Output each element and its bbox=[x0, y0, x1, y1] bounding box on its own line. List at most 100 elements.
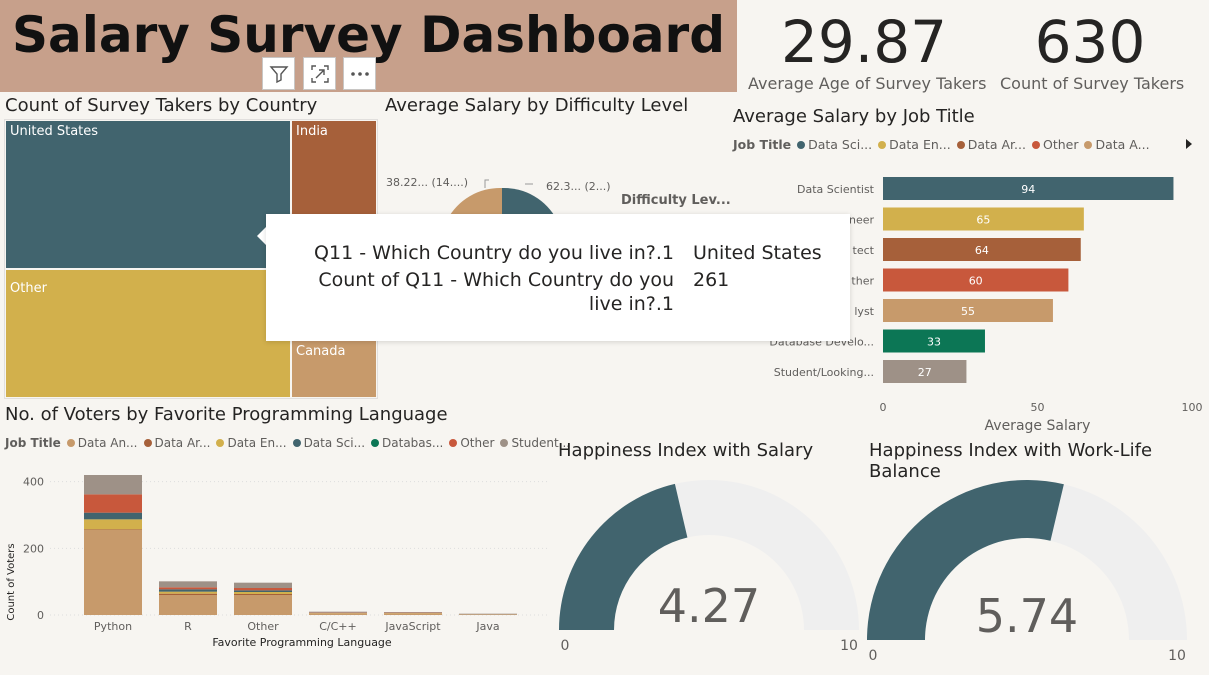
pie-label-right: 62.3... (2...) bbox=[546, 180, 611, 193]
legend-label: Other bbox=[1042, 137, 1079, 152]
tooltip-value-count: 261 bbox=[693, 269, 730, 291]
legend-dot bbox=[292, 439, 301, 447]
lang-x-tick: R bbox=[184, 620, 192, 633]
legend-label: Data En... bbox=[227, 436, 287, 450]
treemap-tile-united-states[interactable]: United States bbox=[5, 120, 291, 269]
lang-bar-segment[interactable] bbox=[309, 611, 367, 613]
legend-item[interactable]: Data Ar... bbox=[143, 436, 211, 450]
legend-dot bbox=[449, 439, 458, 447]
lang-bar-segment[interactable] bbox=[384, 612, 442, 613]
lang-bar-segment[interactable] bbox=[234, 595, 292, 615]
lang-bar-segment[interactable] bbox=[84, 512, 142, 520]
lang-bar-segment[interactable] bbox=[459, 614, 517, 615]
legend-label: Data Sci... bbox=[808, 137, 873, 152]
legend-item[interactable]: Data Sci... bbox=[797, 137, 872, 152]
legend-dot bbox=[797, 140, 806, 149]
lang-bar-segment[interactable] bbox=[234, 592, 292, 594]
legend-dot bbox=[500, 439, 509, 447]
lang-bar-segment[interactable] bbox=[84, 475, 142, 495]
lang-bar-segment[interactable] bbox=[159, 589, 217, 592]
legend-item[interactable]: Data En... bbox=[216, 436, 287, 450]
gauge-fill[interactable] bbox=[867, 480, 1064, 640]
gauge-fill[interactable] bbox=[559, 483, 688, 630]
page-title: Salary Survey Dashboard bbox=[12, 6, 725, 64]
lang-bar-segment[interactable] bbox=[384, 613, 442, 615]
lang-bar-segment[interactable] bbox=[159, 595, 217, 615]
legend-label: Data A... bbox=[1095, 137, 1150, 152]
job-bar-category: Student/Looking... bbox=[774, 366, 874, 379]
job-bar[interactable] bbox=[883, 238, 1081, 261]
job-bar-category: ther bbox=[851, 275, 874, 288]
lang-bar-segment[interactable] bbox=[234, 594, 292, 595]
lang-bar-segment[interactable] bbox=[159, 587, 217, 590]
pie-label-left: 38.22... (14....) bbox=[386, 176, 468, 189]
filter-button[interactable] bbox=[262, 57, 295, 90]
tooltip-label-country: Q11 - Which Country do you live in?.1 bbox=[314, 242, 674, 264]
legend-dot bbox=[956, 140, 965, 149]
lang-x-tick: Java bbox=[475, 620, 499, 633]
gauge-salary: 4.27 0 10 bbox=[559, 480, 859, 654]
job-bar-value: 60 bbox=[969, 275, 983, 288]
lang-bar-segment[interactable] bbox=[84, 529, 142, 530]
job-bar[interactable] bbox=[883, 268, 1069, 292]
job-bar[interactable] bbox=[883, 299, 1053, 322]
lang-bar-segment[interactable] bbox=[234, 590, 292, 592]
lang-x-tick: Python bbox=[94, 620, 132, 633]
legend-item[interactable]: Student... bbox=[500, 436, 570, 450]
lang-bar-segment[interactable] bbox=[234, 582, 292, 588]
lang-bar-segment[interactable] bbox=[159, 591, 217, 594]
pie-title: Average Salary by Difficulty Level bbox=[385, 95, 689, 116]
job-bar-value: 55 bbox=[961, 305, 975, 318]
tooltip-label-count-line2: live in?.1 bbox=[588, 293, 674, 315]
tooltip-label-count: Count of Q11 - Which Country do you bbox=[318, 269, 674, 291]
job-bar[interactable] bbox=[883, 329, 985, 353]
lang-bar-segment[interactable] bbox=[309, 613, 367, 615]
legend-next-icon[interactable] bbox=[1184, 138, 1194, 150]
job-bar-category: tect bbox=[853, 244, 875, 257]
job-bar-chart: 94 Data Scientist 65 neer 64 tect 60 ther 55 lyst… bbox=[769, 177, 1203, 434]
gauge-worklife: 5.74 0 10 bbox=[867, 480, 1187, 664]
lang-bar-segment[interactable] bbox=[234, 588, 292, 591]
legend-item[interactable]: Data Ar... bbox=[956, 137, 1026, 152]
tile-label: Canada bbox=[296, 344, 346, 359]
job-bar-category: Data Scientist bbox=[797, 183, 875, 196]
lang-bar-segment[interactable] bbox=[84, 519, 142, 530]
pie-leader-left bbox=[484, 179, 489, 188]
kpi-count-value: 630 bbox=[1034, 8, 1146, 76]
job-bar-value: 27 bbox=[918, 366, 932, 379]
lang-bar-segment[interactable] bbox=[459, 613, 517, 615]
legend-item[interactable]: Other bbox=[1031, 137, 1079, 152]
lang-bar-segment[interactable] bbox=[84, 530, 142, 615]
job-bar-title: Average Salary by Job Title bbox=[733, 106, 975, 127]
pie-legend-title: Difficulty Lev... bbox=[621, 193, 730, 208]
lang-bar-segment[interactable] bbox=[159, 593, 217, 595]
legend-label: Databas... bbox=[382, 436, 444, 450]
lang-bar-segment[interactable] bbox=[84, 494, 142, 513]
legend-item[interactable]: Other bbox=[449, 436, 494, 450]
focus-mode-button[interactable] bbox=[303, 57, 336, 90]
legend-item[interactable]: Data A... bbox=[1084, 137, 1150, 152]
tooltip-value-country: United States bbox=[693, 242, 822, 264]
more-options-button[interactable] bbox=[343, 57, 376, 90]
job-bar[interactable] bbox=[883, 360, 967, 383]
legend-dot bbox=[878, 140, 887, 149]
legend-item[interactable]: Data An... bbox=[66, 436, 138, 450]
job-bar[interactable] bbox=[883, 207, 1084, 231]
legend-label: Student... bbox=[511, 436, 571, 450]
job-bar-value: 64 bbox=[975, 244, 989, 257]
tile-label: United States bbox=[10, 124, 99, 139]
legend-title: Job Title bbox=[5, 436, 61, 450]
legend-label: Other bbox=[460, 436, 495, 450]
legend-label: Data Ar... bbox=[154, 436, 211, 450]
lang-y-tick: 0 bbox=[37, 609, 44, 622]
job-bar[interactable] bbox=[883, 177, 1174, 200]
gauge-worklife-title: Happiness Index with Work-Life bbox=[869, 440, 1153, 461]
treemap-tile-other[interactable]: Other bbox=[5, 269, 291, 398]
gauge-min: 0 bbox=[561, 638, 570, 654]
legend-label: Data An... bbox=[77, 436, 138, 450]
legend-item[interactable]: Databas... bbox=[371, 436, 443, 450]
legend-item[interactable]: Data En... bbox=[878, 137, 951, 152]
lang-bar-segment[interactable] bbox=[159, 581, 217, 588]
tooltip-pointer bbox=[257, 226, 267, 246]
legend-item[interactable]: Data Sci... bbox=[292, 436, 365, 450]
